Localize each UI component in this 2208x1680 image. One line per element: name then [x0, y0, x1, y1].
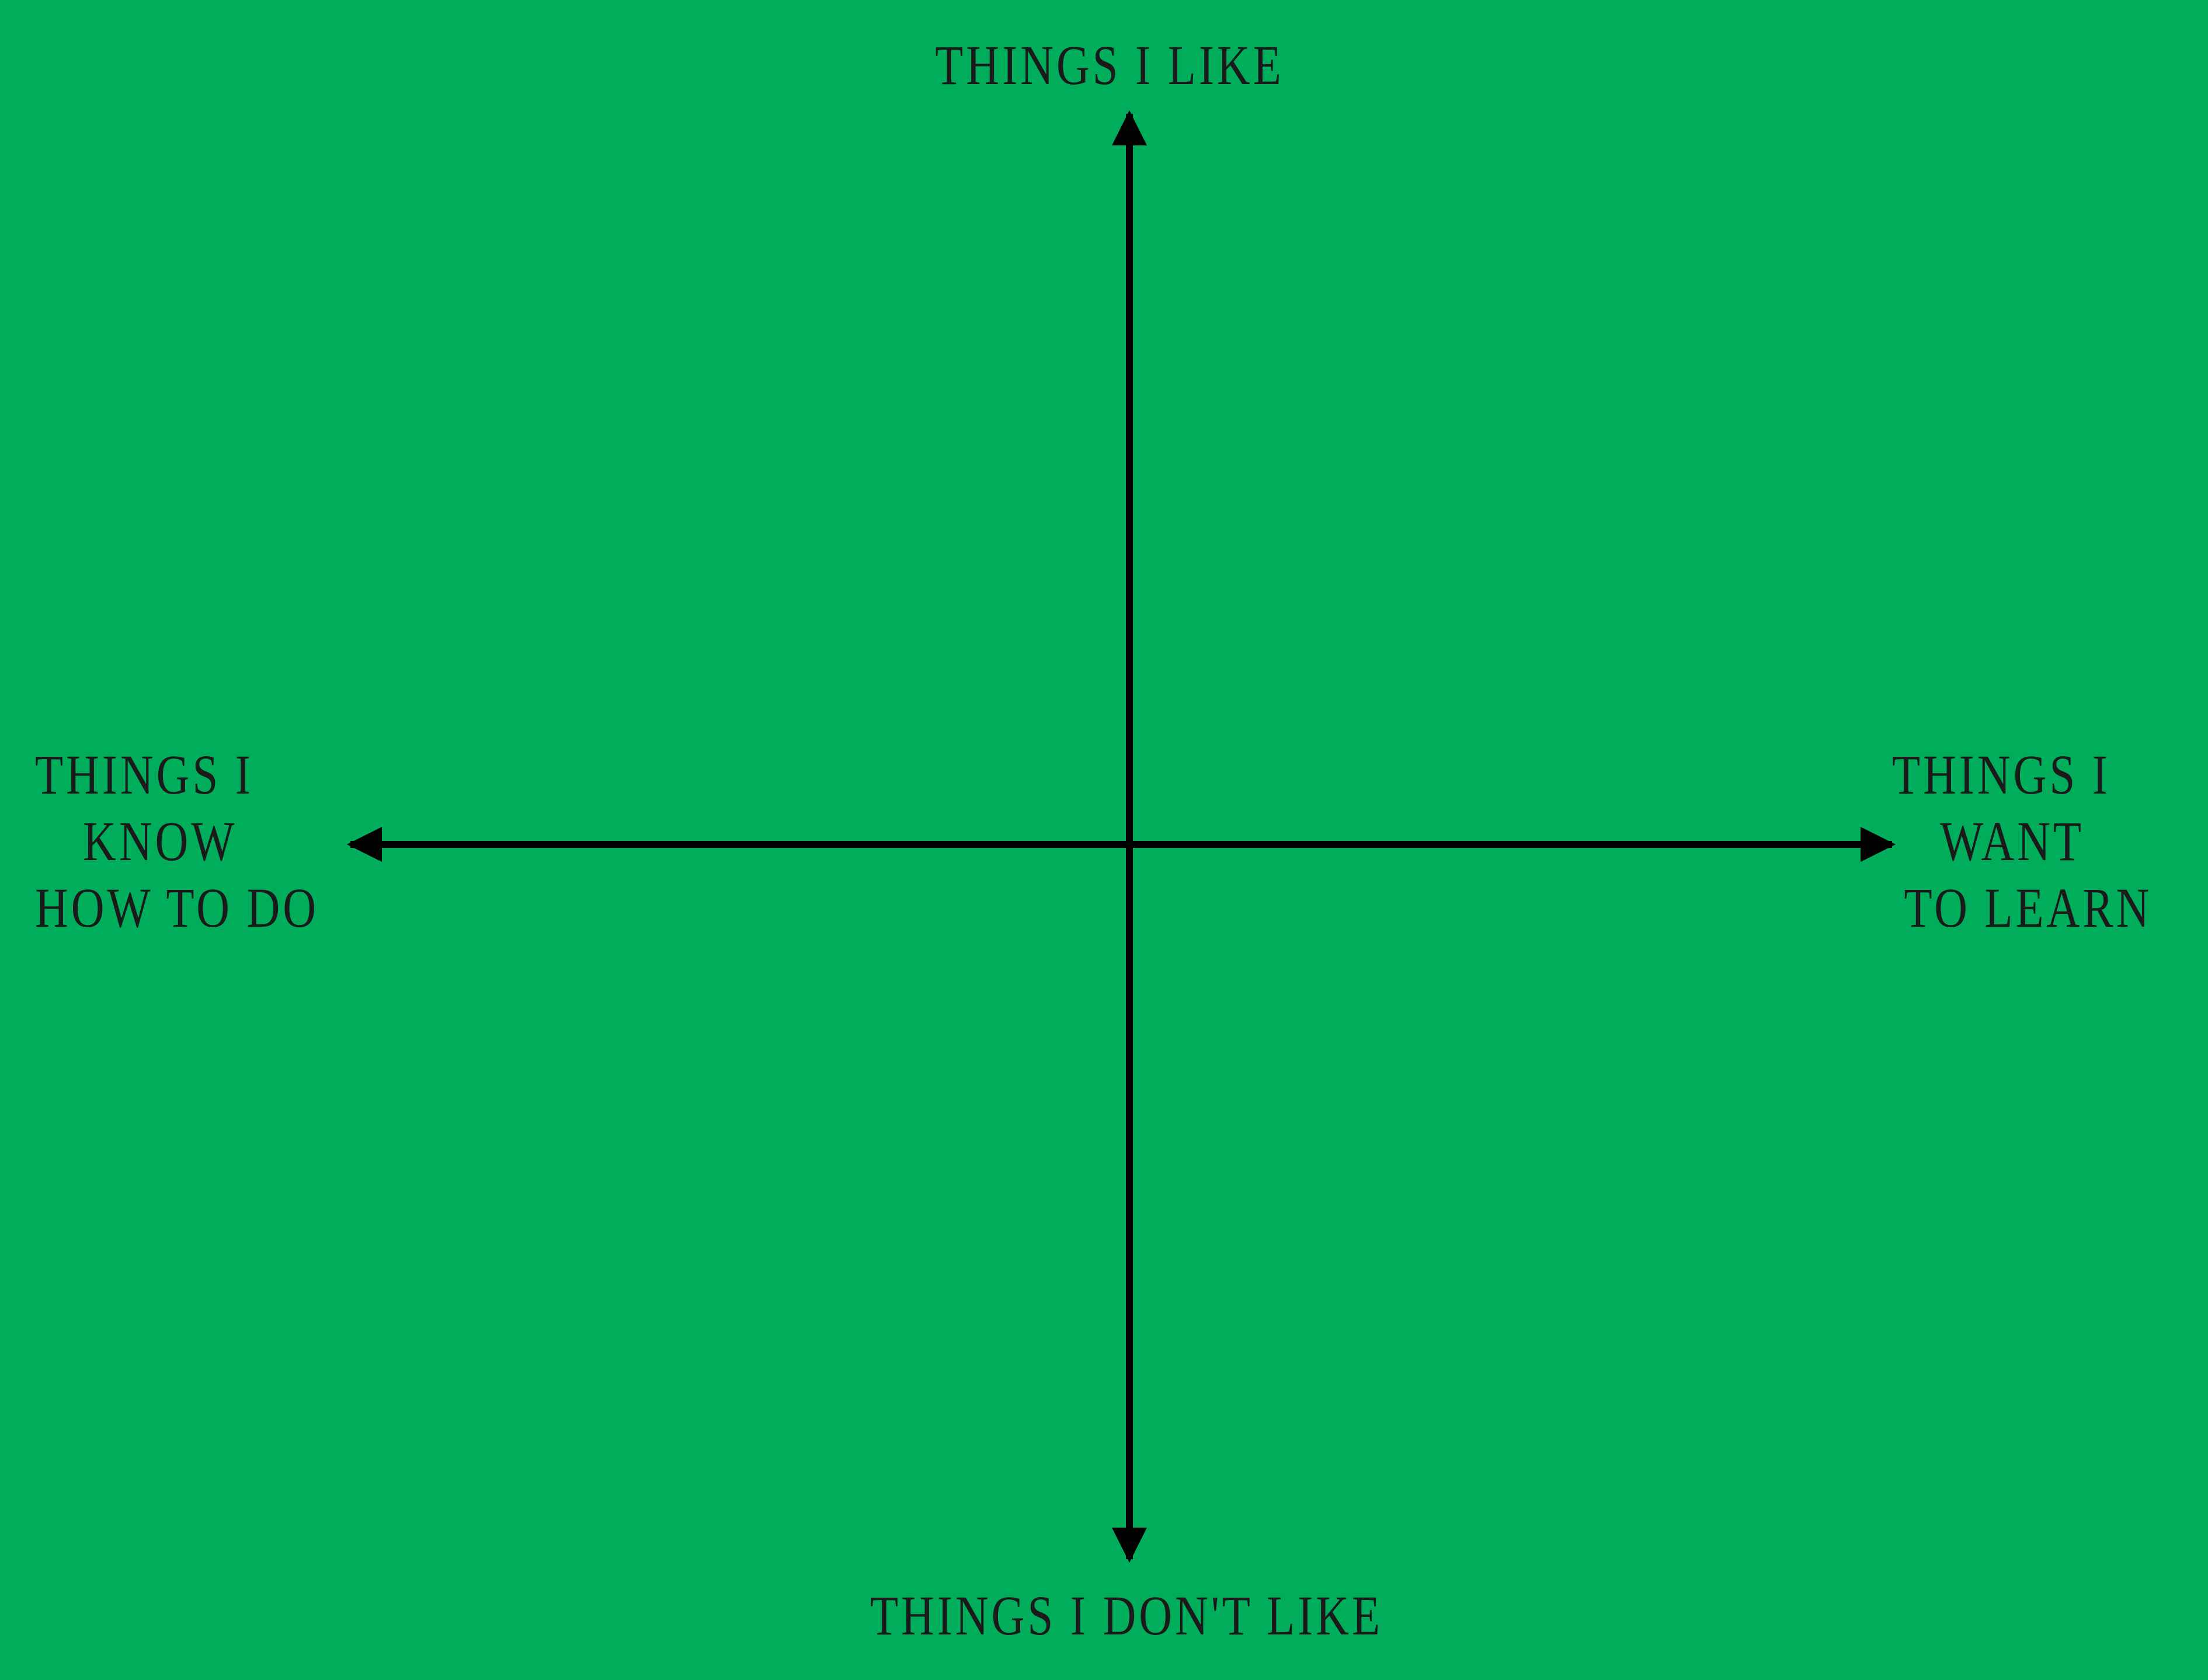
label-line: TO LEARN — [1904, 876, 2153, 939]
label-things-i-know-how-to-do: THINGS I KNOW HOW TO DO — [35, 742, 319, 941]
label-line: THINGS I — [35, 743, 253, 806]
label-things-i-like: THINGS I LIKE — [927, 32, 1291, 99]
label-line: KNOW — [83, 810, 238, 872]
label-line: THINGS I DON'T LIKE — [870, 1584, 1383, 1647]
label-line: THINGS I LIKE — [935, 34, 1284, 96]
label-line: THINGS I — [1892, 743, 2110, 806]
label-line: HOW TO DO — [35, 876, 319, 939]
label-things-i-want-to-learn: THINGS I WANT TO LEARN — [1892, 742, 2153, 941]
label-things-i-dont-like: THINGS I DON'T LIKE — [870, 1582, 1383, 1649]
label-line: WANT — [1940, 810, 2085, 872]
